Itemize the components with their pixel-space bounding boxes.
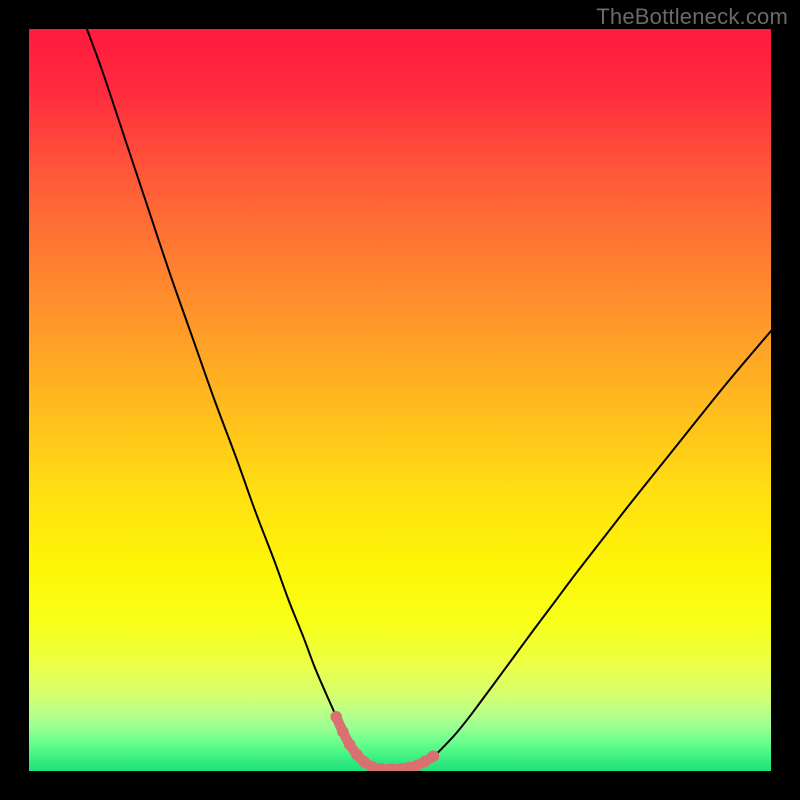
sweet-spot-highlight [29, 29, 771, 771]
page-root: { "watermark": { "text": "TheBottleneck.… [0, 0, 800, 800]
watermark-text: TheBottleneck.com [596, 4, 788, 30]
chart-area [29, 29, 771, 771]
